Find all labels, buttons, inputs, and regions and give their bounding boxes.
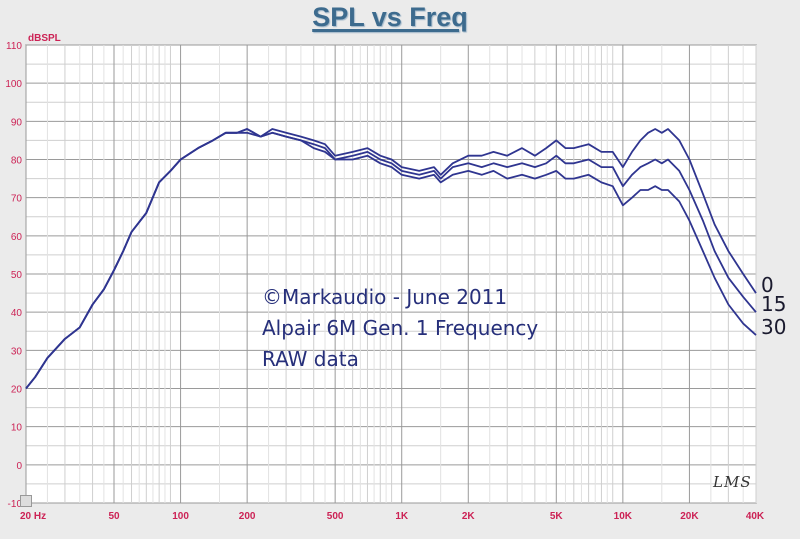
annotation-raw-data: RAW data: [262, 347, 359, 371]
x-axis-ticks: 20 Hz 50 100 200 500 1K 2K 5K 10K 20K 40K: [20, 511, 765, 522]
x-tick-label: 200: [239, 511, 256, 522]
series-label-30: 30: [761, 315, 786, 339]
chart-title: SPL vs Freq: [312, 2, 468, 32]
y-tick-label: 10: [11, 423, 23, 434]
annotation-model: Alpair 6M Gen. 1 Frequency: [262, 316, 539, 340]
y-tick-label: 50: [11, 270, 23, 281]
y-tick-label: 20: [11, 385, 23, 396]
y-tick-label: 60: [11, 232, 23, 243]
lms-watermark: LMS: [713, 473, 752, 491]
y-tick-label: 100: [5, 79, 22, 90]
y-tick-label: 80: [11, 156, 23, 167]
y-tick-label: -10: [8, 499, 23, 510]
x-tick-label: 50: [108, 511, 120, 522]
x-tick-label: 500: [327, 511, 344, 522]
x-tick-label: 1K: [395, 511, 409, 522]
y-tick-label: 40: [11, 308, 23, 319]
x-tick-label: 2K: [462, 511, 476, 522]
y-tick-label: 110: [6, 41, 22, 52]
y-tick-label: 30: [11, 346, 23, 357]
series-label-15: 15: [761, 292, 786, 316]
annotation-copyright: ©Markaudio - June 2011: [262, 285, 508, 309]
chart-grid: [25, 44, 757, 504]
x-tick-label: 10K: [614, 511, 633, 522]
x-tick-label: 20K: [680, 511, 699, 522]
series-lines: [25, 128, 757, 390]
y-axis-label: dBSPL: [28, 33, 61, 44]
x-tick-label: 40K: [746, 511, 765, 522]
y-tick-label: 90: [11, 117, 23, 128]
x-tick-label: 100: [172, 511, 189, 522]
series-label-0: 0: [761, 273, 774, 297]
corner-handle-icon: [20, 495, 32, 507]
y-tick-label: 0: [16, 461, 22, 472]
x-tick-label: 20 Hz: [20, 511, 46, 522]
x-tick-label: 5K: [550, 511, 564, 522]
y-tick-label: 70: [11, 194, 23, 205]
series-line-30: [25, 131, 757, 390]
